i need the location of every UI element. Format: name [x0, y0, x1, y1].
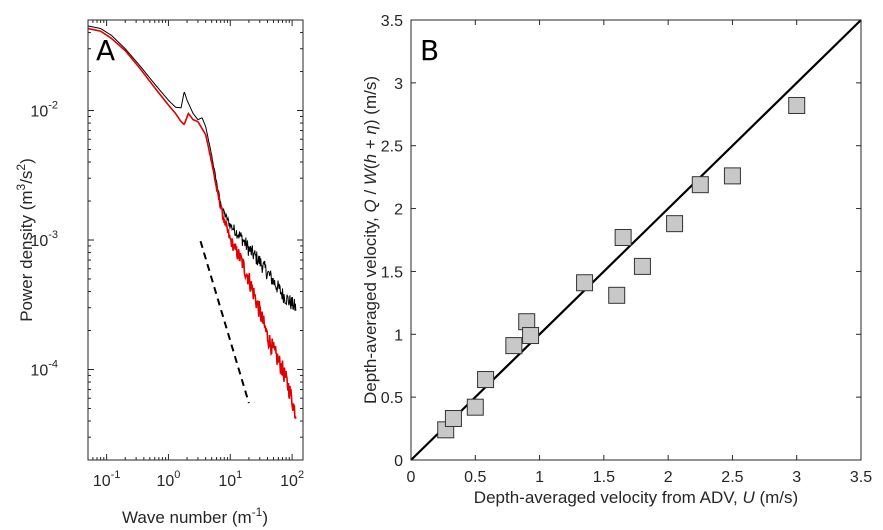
panel-a-x-tick-label: 102: [280, 469, 304, 490]
panel-b-data-point: [466, 398, 484, 416]
panel-a-series-red: [87, 27, 297, 419]
panel-b-data-point: [633, 257, 651, 275]
panel-b-x-tick-label: 0.5: [464, 469, 486, 486]
panel-b-axes-box: [410, 19, 862, 461]
panel-b-data-point: [666, 215, 684, 233]
panel-b-data-point: [477, 371, 495, 389]
panel-b-data-point: [522, 327, 540, 345]
panel-b-x-tick-label: 3.5: [850, 469, 872, 486]
panel-a-y-tick-label: 10-3: [30, 229, 58, 250]
panel-b-data-point: [444, 410, 462, 428]
panel-b-y-tick-label: 2: [394, 202, 403, 219]
panel-b-y-tick-label: 0.5: [381, 390, 403, 407]
panel-b-y-tick-label: 2.5: [381, 139, 403, 156]
panel-b-y-tick-label: 3: [394, 76, 403, 93]
panel-b-data-point: [691, 176, 709, 194]
panel-b-data-point: [788, 96, 806, 114]
panel-b-x-tick-label: 3: [792, 469, 801, 486]
panel-b-data-point: [723, 167, 741, 185]
panel-b-data-point: [614, 228, 632, 246]
panel-b-x-tick-label: 2.5: [721, 469, 743, 486]
panel-a-y-axis-label: Power density (m3/s2): [14, 158, 36, 322]
panel-b-data-point: [576, 274, 594, 292]
panel-b-y-tick-label: 1: [394, 327, 403, 344]
panel-a-x-tick-label: 100: [156, 469, 180, 490]
panel-b-x-axis-label: Depth-averaged velocity from ADV, U (m/s…: [474, 488, 798, 507]
panel-b-y-axis-label: Depth-averaged velocity, Q / W(h + η) (m…: [361, 76, 380, 404]
panel-b-y-tick-label: 1.5: [381, 264, 403, 281]
panel-a-x-tick-label: 10-1: [93, 469, 121, 490]
panel-b-points: [437, 96, 806, 439]
panel-a-ticks: 10-1 100 101 102 10-4 10-3 10-2: [30, 19, 304, 490]
panel-b-x-tick-label: 1: [535, 469, 544, 486]
panel-b-x-tick-label: 0: [407, 469, 416, 486]
panel-b-x-tick-label: 1.5: [593, 469, 615, 486]
panel-b-label: B: [420, 34, 439, 67]
panel-a-x-axis-label: Wave number (m-1): [122, 505, 268, 527]
panel-b-velocity-scatter: 0 0.5 1 1.5 2 2.5 3 3.5 0 0.5 1 1.5 2 2.5 3 3.5 B Depth…: [361, 13, 872, 507]
panel-b-y-tick-label: 0: [394, 453, 403, 470]
panel-a-plot-area: [88, 20, 303, 460]
panel-b-x-tick-label: 2: [664, 469, 673, 486]
panel-a-spectrum-chart: 10-1 100 101 102 10-4 10-3 10-2 A Wave number …: [14, 19, 304, 527]
panel-a-series-black: [87, 25, 297, 311]
panel-a-label: A: [96, 34, 115, 67]
panel-b-ticks: 0 0.5 1 1.5 2 2.5 3 3.5 0 0.5 1 1.5 2 2.5 3 3.5: [381, 13, 872, 486]
panel-b-y-tick-label: 3.5: [381, 13, 403, 30]
panel-b-data-point: [608, 286, 626, 304]
panel-a-y-tick-label: 10-4: [30, 358, 58, 379]
panel-a-axes-box: [87, 19, 304, 461]
panel-a-y-tick-label: 10-2: [30, 100, 58, 121]
panel-a-series-group: [87, 25, 297, 419]
panel-a-x-tick-label: 101: [218, 469, 242, 490]
panel-b-data-point: [505, 337, 523, 355]
panel-a-slope-reference-line: [199, 240, 250, 404]
